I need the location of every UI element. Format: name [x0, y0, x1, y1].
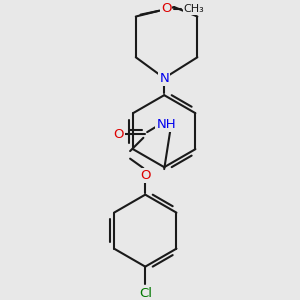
Text: Cl: Cl — [139, 287, 152, 300]
Text: O: O — [161, 2, 171, 16]
Text: O: O — [113, 128, 124, 140]
Text: N: N — [159, 72, 169, 85]
Text: CH₃: CH₃ — [183, 4, 204, 14]
Text: O: O — [140, 169, 151, 182]
Text: NH: NH — [156, 118, 176, 131]
